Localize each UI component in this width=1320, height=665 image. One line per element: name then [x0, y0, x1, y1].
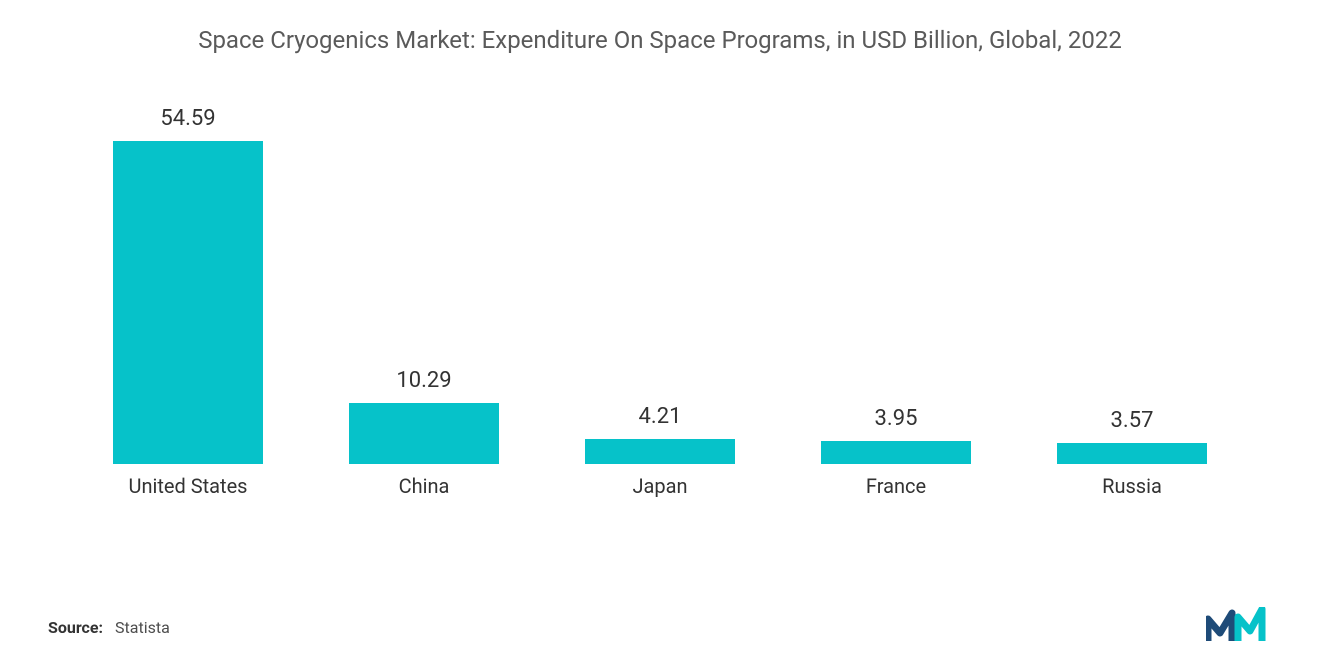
bar — [821, 441, 971, 464]
x-axis-category: France — [778, 474, 1014, 498]
x-axis-labels: United States China Japan France Russia — [70, 474, 1250, 498]
mordor-intelligence-logo-icon — [1206, 607, 1276, 643]
bar — [113, 141, 263, 464]
x-axis-category: Japan — [542, 474, 778, 498]
bar-slot: 54.59 — [70, 64, 306, 464]
chart-title: Space Cryogenics Market: Expenditure On … — [40, 26, 1280, 54]
source-footer: Source: Statista — [48, 618, 170, 637]
bar-plot: 54.59 10.29 4.21 3.95 3.57 — [70, 64, 1250, 464]
chart-area: 54.59 10.29 4.21 3.95 3.57 United States… — [40, 64, 1280, 564]
bar-value-label: 3.95 — [875, 406, 918, 431]
bar-value-label: 4.21 — [639, 404, 682, 429]
x-axis-category: Russia — [1014, 474, 1250, 498]
bar — [349, 403, 499, 464]
source-label: Source: — [48, 618, 103, 637]
x-axis-category: China — [306, 474, 542, 498]
bar — [585, 439, 735, 464]
bar-slot: 3.95 — [778, 64, 1014, 464]
bar-value-label: 54.59 — [160, 106, 215, 131]
bar-slot: 10.29 — [306, 64, 542, 464]
bar-slot: 3.57 — [1014, 64, 1250, 464]
source-value: Statista — [115, 618, 170, 637]
bar-value-label: 10.29 — [396, 368, 451, 393]
bar-value-label: 3.57 — [1111, 408, 1154, 433]
bar-slot: 4.21 — [542, 64, 778, 464]
bar — [1057, 443, 1207, 464]
x-axis-category: United States — [70, 474, 306, 498]
